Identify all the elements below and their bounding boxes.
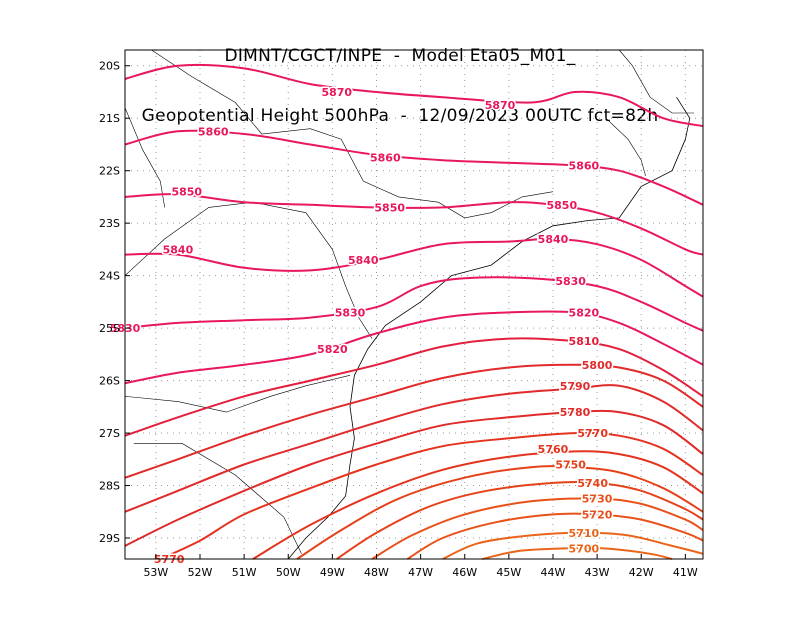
- x-tick-label: 51W: [232, 566, 257, 579]
- contour-label-5860: 5860: [569, 159, 600, 172]
- state-boundary: [618, 49, 695, 114]
- y-tick-label: 29S: [99, 532, 120, 545]
- contour-label-5840: 5840: [538, 233, 569, 246]
- contour-label-5820: 5820: [569, 306, 600, 319]
- x-tick-label: 42W: [629, 566, 654, 579]
- state-boundary: [151, 49, 554, 219]
- y-axis-ticks: 20S 21S 22S 23S 24S 25S 26S 27S 28S 29S: [99, 60, 130, 545]
- y-tick-label: 21S: [99, 112, 120, 125]
- contour-label-5730: 5730: [582, 493, 613, 506]
- y-tick-label: 20S: [99, 60, 120, 73]
- contour-label-5710: 5710: [569, 527, 600, 540]
- y-tick-label: 26S: [99, 375, 120, 388]
- contour-label-5760: 5760: [538, 443, 569, 456]
- state-boundary: [605, 117, 646, 176]
- contour-label-5840: 5840: [163, 243, 194, 256]
- x-tick-label: 43W: [585, 566, 610, 579]
- contour-line-5790: [124, 384, 704, 513]
- contour-line-5750: [296, 465, 704, 560]
- contour-label-5820: 5820: [317, 343, 348, 356]
- contour-label-5750: 5750: [555, 459, 586, 472]
- contour-label-5870: 5870: [485, 99, 516, 112]
- contour-lines: [124, 63, 704, 560]
- contour-label-5800: 5800: [582, 359, 613, 372]
- x-tick-label: 50W: [276, 566, 301, 579]
- contour-label-5860: 5860: [198, 125, 229, 138]
- contour-label-5830: 5830: [555, 275, 586, 288]
- x-tick-label: 52W: [188, 566, 213, 579]
- contour-line-5850: [124, 193, 704, 256]
- state-boundary: [124, 201, 373, 339]
- contour-label-5770: 5770: [577, 427, 608, 440]
- contour-labels: 5870 5870 5860 5860 5860 5850 5850 5850 5840 5840…: [108, 84, 614, 567]
- contour-label-5780: 5780: [560, 406, 591, 419]
- contour-line-5760: [252, 450, 704, 560]
- contour-line-5870: [124, 63, 704, 128]
- x-tick-label: 41W: [673, 566, 698, 579]
- contour-line-5830: [124, 276, 704, 332]
- contour-label-5740: 5740: [577, 477, 608, 490]
- contour-label-5860: 5860: [370, 152, 401, 165]
- contour-label-5870: 5870: [321, 86, 352, 99]
- state-boundary: [124, 107, 165, 208]
- contour-line-5720: [406, 512, 704, 560]
- contour-line-5730: [371, 497, 704, 560]
- map-frame: [124, 49, 704, 560]
- contour-line-5700: [482, 546, 673, 560]
- contour-label-5850: 5850: [546, 199, 577, 212]
- x-tick-label: 53W: [143, 566, 168, 579]
- contour-line-5810: [124, 337, 704, 437]
- contour-line-5770: [159, 431, 704, 560]
- x-tick-label: 45W: [496, 566, 521, 579]
- x-tick-label: 47W: [408, 566, 433, 579]
- contour-line-5860: [124, 129, 704, 206]
- y-tick-label: 25S: [99, 322, 120, 335]
- contour-line-5740: [336, 480, 704, 560]
- contour-line-5800: [124, 363, 704, 479]
- y-tick-label: 23S: [99, 217, 120, 230]
- state-boundary: [124, 375, 351, 413]
- contour-line-5820: [124, 310, 704, 385]
- x-tick-label: 49W: [320, 566, 345, 579]
- contour-label-5840: 5840: [348, 254, 379, 267]
- x-tick-label: 48W: [364, 566, 389, 579]
- contour-label-5700: 5700: [569, 543, 600, 556]
- coastline-boundaries: [124, 49, 695, 560]
- x-tick-label: 44W: [541, 566, 566, 579]
- y-tick-label: 28S: [99, 480, 120, 493]
- title-line-1: DIMNT/CGCT/INPE - Model Eta05_M01_: [224, 46, 576, 66]
- contour-label-5810: 5810: [569, 335, 600, 348]
- y-tick-label: 22S: [99, 165, 120, 178]
- contour-label-5790: 5790: [560, 380, 591, 393]
- contour-label-5850: 5850: [374, 201, 405, 214]
- state-boundary: [133, 443, 302, 554]
- coastline: [287, 96, 691, 560]
- y-tick-label: 24S: [99, 270, 120, 283]
- contour-line-5780: [124, 409, 704, 547]
- contour-label-5850: 5850: [171, 186, 202, 199]
- contour-line-5840: [124, 237, 704, 298]
- y-tick-label: 27S: [99, 427, 120, 440]
- contour-label-5720: 5720: [582, 508, 613, 521]
- contour-line-5710: [442, 531, 704, 560]
- x-tick-label: 46W: [452, 566, 477, 579]
- x-axis-ticks: 53W 52W 51W 50W 49W 48W 47W 46W 45W 44W 43W 42W 41W: [143, 554, 698, 579]
- contour-label-5830: 5830: [335, 306, 366, 319]
